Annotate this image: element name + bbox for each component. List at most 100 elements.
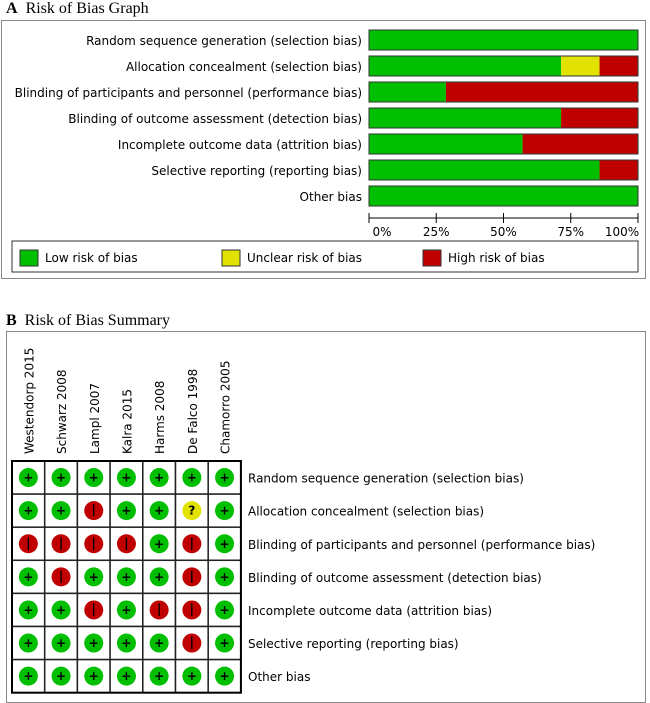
judgement-low-icon [116, 468, 136, 488]
judgement-high-icon [116, 534, 136, 554]
legend-box [11, 240, 639, 273]
panel-a-title: A Risk of Bias Graph [6, 0, 149, 18]
judgement-low-icon [18, 666, 38, 686]
judgement-high-icon [84, 600, 104, 620]
judgement-symbol: + [56, 471, 66, 485]
judgement-symbol: + [23, 471, 33, 485]
judgement-symbol: + [89, 669, 99, 683]
judgement-low-icon [149, 534, 169, 554]
judgement-symbol: + [220, 471, 230, 485]
bar-outline [368, 159, 639, 181]
bar-low [369, 56, 562, 76]
judgement-low-icon [51, 501, 71, 521]
summary-cell [109, 460, 144, 495]
judgement-symbol: ? [188, 504, 195, 518]
judgement-high-icon [84, 534, 104, 554]
judgement-symbol: | [59, 569, 63, 583]
legend-label-unclear: Unclear risk of bias [247, 251, 362, 265]
judgement-high-icon [51, 534, 71, 554]
bar-low [369, 30, 638, 50]
bar-outline [368, 107, 639, 129]
judgement-low-icon [215, 600, 235, 620]
legend-swatch-unclear [221, 249, 241, 267]
summary-cell [142, 592, 177, 628]
legend-swatch-high [422, 249, 442, 267]
judgement-low-icon [18, 468, 38, 488]
x-tick-label: 75% [557, 225, 584, 239]
judgement-low-icon [182, 666, 202, 686]
study-label: Chamorro 2005 [219, 361, 233, 454]
judgement-low-icon [149, 567, 169, 587]
study-label: Harms 2008 [153, 381, 167, 454]
domain-label: Incomplete outcome data (attrition bias) [118, 138, 362, 152]
judgement-low-icon [18, 567, 38, 587]
judgement-symbol: + [154, 636, 164, 650]
judgement-low-icon [149, 666, 169, 686]
judgement-symbol: + [121, 669, 131, 683]
summary-domain-label: Blinding of participants and personnel (… [248, 538, 595, 552]
summary-domain-label: Random sequence generation (selection bi… [248, 472, 524, 486]
judgement-symbol: + [187, 471, 197, 485]
bar-high [445, 82, 638, 102]
judgement-symbol: | [92, 536, 96, 550]
judgement-high-icon [149, 600, 169, 620]
judgement-symbol: + [89, 570, 99, 584]
judgement-symbol: + [56, 669, 66, 683]
judgement-symbol: + [121, 636, 131, 650]
judgement-symbol: | [190, 635, 194, 649]
judgement-low-icon [215, 534, 235, 554]
study-label: Westendorp 2015 [22, 348, 36, 454]
domain-label: Other bias [300, 190, 362, 204]
judgement-low-icon [215, 567, 235, 587]
judgement-symbol: | [59, 536, 63, 550]
bar-low [369, 186, 638, 206]
judgement-symbol: | [26, 536, 30, 550]
bar-high [522, 134, 638, 154]
judgement-low-icon [149, 468, 169, 488]
judgement-low-icon [84, 567, 104, 587]
summary-domain-label: Incomplete outcome data (attrition bias) [248, 604, 492, 618]
judgement-symbol: + [56, 504, 66, 518]
judgement-symbol: | [92, 602, 96, 616]
judgement-symbol: + [23, 603, 33, 617]
judgement-low-icon [51, 666, 71, 686]
x-tick-label: 50% [490, 225, 517, 239]
summary-domain-label: Other bias [248, 670, 310, 684]
panel-b-letter: B [6, 312, 17, 329]
panel-a-title-text: Risk of Bias Graph [25, 0, 149, 17]
panel-a-letter: A [6, 0, 18, 17]
judgement-symbol: + [121, 570, 131, 584]
bar-low [369, 108, 562, 128]
summary-domain-label: Blinding of outcome assessment (detectio… [248, 571, 542, 585]
judgement-symbol: + [154, 570, 164, 584]
judgement-symbol: + [187, 669, 197, 683]
judgement-low-icon [149, 501, 169, 521]
judgement-symbol: + [56, 636, 66, 650]
judgement-low-icon [116, 633, 136, 653]
judgement-symbol: + [89, 636, 99, 650]
judgement-low-icon [215, 468, 235, 488]
judgement-low-icon [116, 666, 136, 686]
study-label: Kalra 2015 [120, 389, 134, 454]
x-tick-label: 0% [372, 225, 391, 239]
judgement-high-icon [182, 567, 202, 587]
study-label: De Falco 1998 [186, 369, 200, 454]
bar-high [561, 108, 638, 128]
x-tick-label: 25% [423, 225, 450, 239]
judgement-low-icon [51, 468, 71, 488]
judgement-low-icon [84, 468, 104, 488]
judgement-symbol: + [154, 537, 164, 551]
judgement-low-icon [116, 501, 136, 521]
legend-swatch-low [19, 249, 39, 267]
bar-outline [368, 185, 639, 207]
study-label: Schwarz 2008 [55, 369, 69, 454]
judgement-symbol: + [220, 669, 230, 683]
judgement-high-icon [182, 534, 202, 554]
judgement-symbol: + [154, 471, 164, 485]
bar-low [369, 134, 523, 154]
judgement-symbol: | [190, 602, 194, 616]
bar-outline [368, 55, 639, 77]
bar-outline [368, 81, 639, 103]
judgement-low-icon [215, 633, 235, 653]
judgement-high-icon [51, 567, 71, 587]
